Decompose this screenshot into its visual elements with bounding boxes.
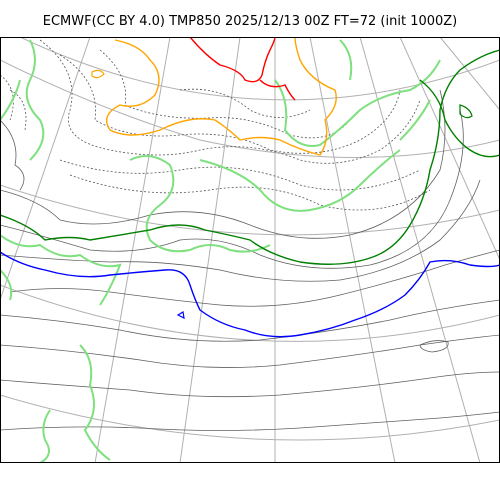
longitude-line — [359, 37, 481, 463]
contour — [0, 89, 446, 239]
gray-contours — [0, 89, 500, 431]
cold-isotherm-small — [176, 311, 185, 320]
contour — [0, 179, 481, 282]
graticule — [0, 37, 500, 463]
coastline — [79, 344, 111, 461]
contour — [0, 411, 500, 431]
coastline — [39, 409, 51, 463]
temperature-map — [0, 37, 500, 463]
latitude-line — [19, 37, 500, 101]
coastline — [0, 234, 122, 306]
latitude-line — [0, 284, 500, 342]
map-title: ECMWF(CC BY 4.0) TMP850 2025/12/13 00Z F… — [42, 14, 458, 29]
dotted-contour — [0, 74, 14, 121]
coastline — [199, 149, 401, 212]
coastline — [0, 269, 13, 301]
coastline — [274, 59, 441, 147]
dotted-contour — [69, 174, 431, 211]
dotted-contour — [39, 39, 421, 164]
green-isotherm-east — [419, 79, 500, 158]
warm-isotherm-ring — [91, 69, 105, 79]
dotted-contour — [59, 54, 401, 154]
contour — [0, 334, 500, 368]
contour — [0, 299, 500, 342]
green-isotherm — [0, 49, 500, 265]
hot-isotherm — [189, 37, 296, 101]
latitude-line — [0, 394, 500, 441]
latitude-line — [0, 184, 500, 236]
contour — [0, 119, 25, 191]
longitude-line — [179, 37, 241, 463]
coastline — [129, 155, 271, 253]
dotted-contours — [0, 39, 431, 211]
longitude-line — [94, 37, 171, 463]
green-isotherm-loop — [459, 104, 473, 119]
contour — [9, 249, 500, 307]
longitude-line — [309, 37, 396, 463]
longitude-line — [399, 37, 500, 261]
coastline — [25, 39, 45, 161]
cold-isotherm — [0, 251, 500, 338]
dotted-contour — [99, 49, 351, 139]
longitude-line — [439, 37, 500, 111]
coastline — [0, 79, 21, 121]
coastlines — [0, 39, 441, 463]
latitude-line — [0, 59, 500, 158]
warm-isotherm — [106, 37, 337, 156]
dotted-contour — [59, 159, 421, 191]
dotted-contour — [9, 89, 27, 131]
contour — [0, 109, 464, 269]
contour — [0, 371, 500, 398]
coastline — [339, 39, 353, 81]
coastline — [399, 99, 431, 141]
contour — [419, 340, 449, 353]
